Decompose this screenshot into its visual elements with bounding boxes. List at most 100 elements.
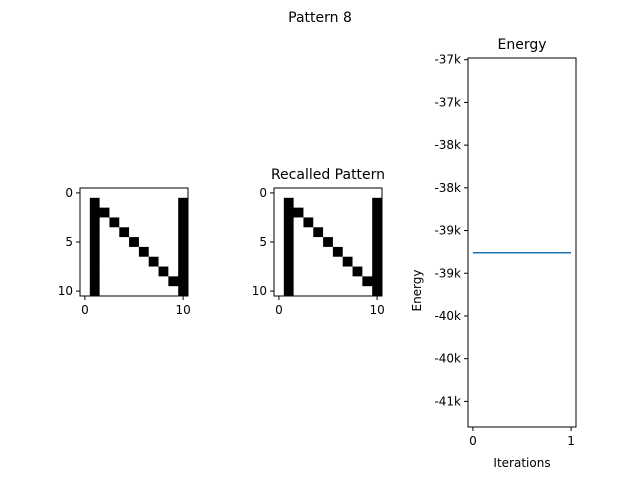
heatmap-cell	[119, 207, 130, 218]
y-tick-label: 5	[259, 235, 267, 249]
y-tick-label: -41k	[434, 394, 461, 408]
heatmap-cell	[303, 188, 314, 199]
heatmap-cell	[109, 227, 120, 238]
heatmap-cell	[168, 227, 179, 238]
heatmap-cell	[303, 227, 314, 238]
heatmap-cell	[372, 188, 383, 199]
heatmap-cell	[129, 276, 140, 287]
heatmap-cell	[109, 217, 120, 228]
heatmap-cell	[148, 237, 159, 248]
heatmap-cell	[283, 197, 294, 208]
heatmap-cell	[178, 256, 189, 267]
heatmap-cell	[89, 188, 100, 199]
heatmap-cell	[313, 197, 324, 208]
heatmap-cell	[342, 256, 353, 267]
heatmap-cell	[119, 217, 130, 228]
heatmap-cell	[138, 286, 150, 297]
heatmap-cell	[332, 237, 344, 248]
heatmap-cell	[293, 227, 304, 238]
heatmap-cell	[342, 237, 353, 248]
heatmap-cell	[332, 197, 344, 208]
heatmap-cell	[342, 266, 353, 277]
heatmap-cell	[80, 237, 91, 248]
heatmap-cell	[274, 276, 285, 287]
heatmap-cell	[158, 207, 169, 218]
x-tick-label: 0	[275, 303, 283, 317]
heatmap-cell	[80, 217, 91, 228]
heatmap-cell	[362, 256, 373, 267]
heatmap-cell	[352, 246, 363, 258]
heatmap-cell	[342, 227, 353, 238]
heatmap-cell	[293, 276, 304, 287]
heatmap-cell	[178, 286, 189, 297]
heatmap-cell	[362, 266, 373, 277]
heatmap-cell	[283, 246, 294, 258]
heatmap-cell	[99, 217, 110, 228]
heatmap-cell	[148, 246, 159, 258]
heatmap-cell	[80, 276, 91, 287]
heatmap-cell	[303, 266, 314, 277]
y-tick-label: -39k	[434, 266, 461, 280]
heatmap-cell	[303, 276, 314, 287]
heatmap-cell	[293, 197, 304, 208]
y-tick-label: 10	[252, 284, 267, 298]
heatmap-cell	[274, 197, 285, 208]
heatmap-cell	[283, 237, 294, 248]
heatmap-cell	[303, 237, 314, 248]
heatmap-cell	[362, 188, 373, 199]
x-tick-label: 0	[469, 434, 477, 448]
heatmap-cell	[323, 237, 334, 248]
heatmap-cell	[119, 197, 130, 208]
heatmap-cell	[352, 266, 363, 277]
heatmap-cell	[119, 286, 130, 297]
heatmap-cell	[119, 237, 130, 248]
heatmap-cell	[119, 266, 130, 277]
y-tick-label: 10	[58, 284, 73, 298]
heatmap-cell	[80, 256, 91, 267]
heatmap-cell	[80, 227, 91, 238]
heatmap-cell	[323, 276, 334, 287]
y-tick-label: -39k	[434, 224, 461, 238]
heatmap-cell	[109, 237, 120, 248]
heatmap-cell	[283, 207, 294, 218]
heatmap-cell	[352, 237, 363, 248]
heatmap-cell	[168, 197, 179, 208]
heatmap-cell	[99, 237, 110, 248]
heatmap-cell	[129, 237, 140, 248]
heatmap-cell	[89, 237, 100, 248]
heatmap-cell	[303, 197, 314, 208]
heatmap-cell	[99, 246, 110, 258]
heatmap-cell	[274, 246, 285, 258]
heatmap-cell	[303, 256, 314, 267]
heatmap-cell	[303, 286, 314, 297]
heatmap-cell	[332, 276, 344, 287]
heatmap-cell	[158, 256, 169, 267]
heatmap-cell	[372, 276, 383, 287]
heatmap-cell	[89, 266, 100, 277]
y-tick-label: 5	[65, 235, 73, 249]
heatmap-cell	[293, 237, 304, 248]
heatmap-cell	[313, 217, 324, 228]
heatmap-cell	[109, 207, 120, 218]
heatmap-cell	[99, 256, 110, 267]
heatmap-cell	[313, 266, 324, 277]
heatmap-cell	[119, 188, 130, 199]
heatmap-cell	[323, 188, 334, 199]
heatmap-cell	[342, 276, 353, 287]
heatmap-cell	[313, 276, 324, 287]
heatmap-cell	[89, 256, 100, 267]
heatmap-cell	[148, 266, 159, 277]
heatmap-cell	[148, 227, 159, 238]
energy-axes: -37k -37k -38k -38k -39k -39k -40k -40k -41k 0 1 En…	[410, 37, 577, 470]
heatmap-cell	[168, 207, 179, 218]
heatmap-cell	[148, 207, 159, 218]
heatmap-cell	[372, 217, 383, 228]
heatmap-cell	[342, 197, 353, 208]
heatmap-cell	[129, 227, 140, 238]
heatmap-cell	[109, 246, 120, 258]
heatmap-cell	[178, 197, 189, 208]
heatmap-cell	[89, 276, 100, 287]
y-tick-label: -37k	[434, 53, 461, 67]
heatmap-cell	[148, 276, 159, 287]
heatmap-cell	[352, 188, 363, 199]
